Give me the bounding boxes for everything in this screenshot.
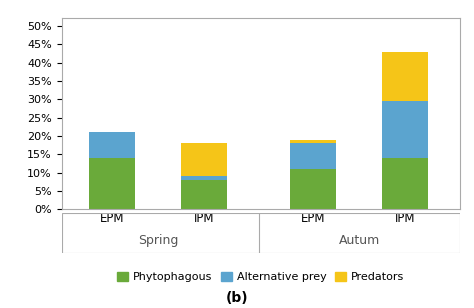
- Bar: [290, 143, 336, 169]
- Bar: [181, 176, 227, 180]
- Text: (b): (b): [226, 291, 248, 305]
- Bar: [89, 158, 135, 209]
- Bar: [382, 101, 428, 158]
- Bar: [290, 169, 336, 209]
- Bar: [382, 51, 428, 101]
- Bar: [290, 140, 336, 143]
- Bar: [62, 213, 460, 253]
- Text: Spring: Spring: [138, 234, 178, 247]
- Bar: [181, 180, 227, 209]
- Bar: [382, 158, 428, 209]
- Bar: [89, 132, 135, 158]
- Text: Autum: Autum: [338, 234, 380, 247]
- Legend: Phytophagous, Alternative prey, Predators: Phytophagous, Alternative prey, Predator…: [113, 268, 409, 287]
- Bar: [181, 143, 227, 176]
